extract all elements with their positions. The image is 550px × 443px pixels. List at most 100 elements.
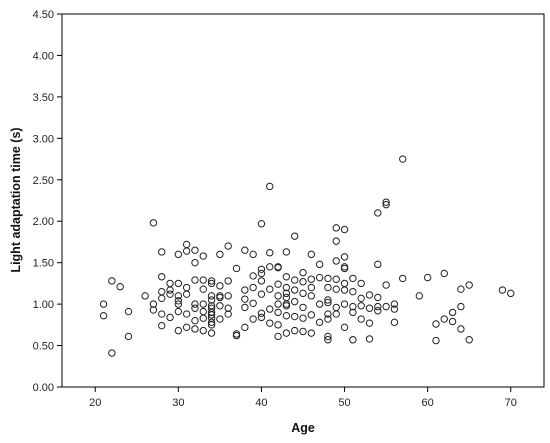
data-point [290,232,299,240]
data-point [149,219,158,227]
data-point [382,198,390,206]
data-point [241,286,249,294]
data-point [191,316,199,325]
data-point [174,279,183,288]
data-point [307,329,316,337]
data-point [124,332,133,341]
data-point [257,269,266,278]
data-point [232,330,241,338]
y-tick-label: 1.50 [33,258,54,270]
data-point [423,273,432,282]
data-point [324,336,332,344]
data-point [315,273,324,282]
data-point [324,315,332,323]
data-point [349,287,357,296]
data-point [465,281,473,289]
y-axis-title: Light adaptation time (s) [9,127,23,272]
data-point [340,300,349,308]
data-point [374,307,382,315]
data-point [216,282,224,290]
data-point [241,246,249,254]
y-tick-label: 4.50 [33,9,54,21]
data-point [249,250,257,259]
data-point [182,290,191,298]
data-point [149,306,158,314]
data-point [349,302,357,311]
data-point [324,274,332,283]
x-tick-label: 60 [422,397,434,409]
data-point [274,321,282,329]
data-point [290,326,299,335]
data-point [207,279,216,288]
data-point [324,298,332,307]
y-tick-label: 2.50 [33,175,54,187]
data-point [315,300,324,308]
data-point [324,296,332,304]
x-tick-label: 50 [338,397,350,409]
data-point [299,268,307,277]
data-point [224,310,232,318]
data-point [199,326,207,335]
data-point [332,224,340,232]
y-tick-label: 2.00 [33,216,54,228]
data-point [116,283,124,291]
data-point [274,292,282,300]
data-point [382,302,390,311]
data-point [266,285,274,293]
data-point [249,299,257,307]
data-point [182,310,191,318]
data-point [257,309,266,317]
plot-area [61,13,545,388]
data-point [315,260,324,269]
data-point [216,250,224,259]
data-point [249,315,257,323]
data-point [274,308,282,317]
data-point [465,336,473,344]
data-point [266,263,274,271]
data-point [174,292,183,300]
data-point [332,257,340,265]
data-point [266,319,274,327]
data-point [191,246,199,254]
data-point [216,293,224,302]
data-point [365,304,374,312]
data-point [457,285,465,293]
data-point [307,292,316,300]
data-point [349,274,357,283]
data-point [374,293,382,302]
data-point [399,274,407,283]
data-point [158,310,166,318]
data-point [357,279,365,288]
data-point [290,297,299,306]
data-point [440,315,448,323]
data-point [207,296,216,304]
data-point [282,283,291,292]
data-point [266,182,274,191]
y-tick-label: 3.00 [33,133,54,145]
data-point [199,252,207,260]
y-tick-label: 1.00 [33,299,54,311]
data-point [307,283,316,292]
data-point [282,302,291,310]
data-point [440,269,448,278]
data-point [241,303,249,312]
data-point [191,300,199,308]
data-point [340,253,349,261]
y-tick-label: 0.00 [33,382,54,394]
data-point [257,313,266,322]
data-point [332,237,340,245]
data-point [199,314,207,322]
data-point [266,305,274,313]
data-point [374,209,382,217]
data-point [108,349,116,357]
data-point [158,321,166,330]
data-point [332,310,340,318]
data-point [199,276,207,284]
data-point [257,220,266,228]
data-point [282,312,291,320]
data-point [415,292,424,300]
x-axis-title: Age [291,421,315,435]
data-point [282,329,291,337]
data-point [274,300,282,308]
data-point [432,320,440,328]
